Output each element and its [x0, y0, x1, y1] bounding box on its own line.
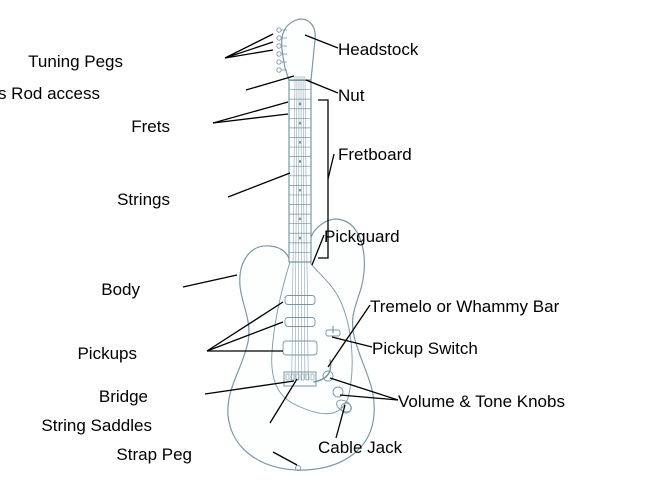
- label-tremelo: Tremelo or Whammy Bar: [370, 298, 559, 315]
- label-headstock: Headstock: [338, 41, 418, 58]
- label-nut: Nut: [338, 87, 364, 104]
- label-strings: Strings: [117, 191, 170, 208]
- label-fretboard: Fretboard: [338, 146, 412, 163]
- label-strap-peg: Strap Peg: [116, 446, 192, 463]
- label-pickups: Pickups: [77, 345, 137, 362]
- label-volume-knobs: Volume & Tone Knobs: [398, 393, 565, 410]
- label-cable-jack: Cable Jack: [318, 439, 402, 456]
- label-string-saddles: String Saddles: [41, 417, 152, 434]
- label-tuning-pegs: Tuning Pegs: [28, 53, 123, 70]
- label-body: Body: [101, 281, 140, 298]
- label-pickguard: Pickguard: [324, 228, 400, 245]
- label-bridge: Bridge: [99, 388, 148, 405]
- label-frets: Frets: [131, 118, 170, 135]
- label-trussrod: Truss Rod access: [0, 85, 100, 102]
- label-pickup-switch: Pickup Switch: [372, 340, 478, 357]
